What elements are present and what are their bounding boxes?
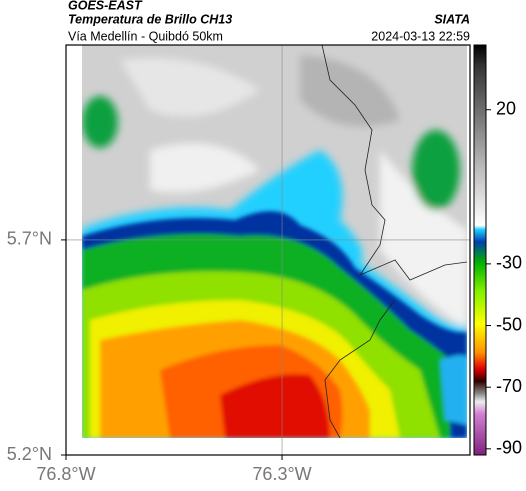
product-title: Temperatura de Brillo CH13 — [68, 12, 232, 26]
satellite-name: GOES-EAST — [68, 0, 143, 12]
colorbar-tick-label: -30 — [496, 253, 522, 273]
colorbar-tick-label: -70 — [496, 376, 522, 396]
colorbar — [473, 44, 487, 456]
route-label: Vía Medellín - Quibdó 50km — [68, 29, 223, 43]
satellite-image — [82, 45, 467, 438]
border-line — [321, 45, 467, 438]
y-tick-label: 5.2°N — [7, 444, 52, 464]
x-tick-label: 76.3°W — [252, 464, 311, 484]
x-tick-label: 76.8°W — [36, 464, 95, 484]
colorbar-tick-label: -50 — [496, 314, 522, 334]
map-frame — [65, 44, 471, 456]
y-tick-label: 5.7°N — [7, 229, 52, 249]
timestamp: 2024-03-13 22:59 — [371, 29, 470, 43]
colorbar-tick-label: -90 — [496, 438, 522, 458]
colorbar-tick-label: 20 — [496, 98, 516, 118]
agency-label: SIATA — [434, 12, 470, 26]
